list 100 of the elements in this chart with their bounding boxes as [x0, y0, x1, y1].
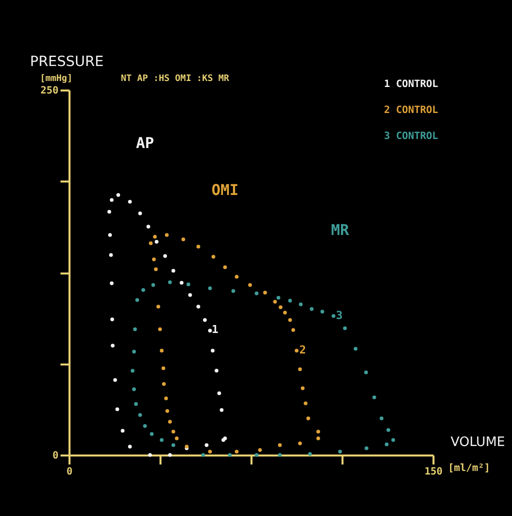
point [128, 200, 132, 204]
point [154, 240, 158, 244]
point [220, 408, 224, 412]
point [208, 286, 212, 290]
point [152, 257, 156, 262]
annotation: OMI [211, 181, 239, 199]
point [234, 274, 239, 279]
point [115, 407, 120, 412]
point [384, 442, 389, 446]
point [156, 304, 160, 309]
point [113, 378, 117, 382]
point [391, 438, 396, 442]
point [386, 428, 390, 432]
point [135, 298, 140, 302]
point [188, 293, 192, 297]
point [316, 430, 320, 434]
point [107, 210, 112, 214]
point [162, 366, 166, 370]
point [163, 254, 167, 258]
point [148, 453, 152, 457]
point [254, 453, 258, 457]
point [306, 416, 310, 420]
point [223, 265, 227, 270]
point [168, 420, 172, 424]
point [132, 387, 136, 392]
point [148, 241, 153, 246]
point [343, 326, 347, 330]
point [158, 327, 162, 332]
point [234, 450, 239, 454]
point [288, 318, 292, 322]
point [138, 413, 142, 417]
annotation: 3 [336, 309, 343, 322]
point [278, 443, 282, 447]
annotation: AP [136, 134, 154, 152]
point [298, 302, 303, 306]
point [212, 254, 216, 259]
point [171, 430, 176, 434]
point [372, 395, 376, 400]
point [278, 453, 282, 457]
point [174, 436, 179, 440]
point [214, 368, 218, 372]
point [164, 396, 168, 400]
point [354, 346, 358, 351]
point [203, 318, 207, 322]
point [276, 296, 280, 300]
point [364, 370, 368, 374]
point [150, 432, 154, 436]
point [217, 391, 222, 396]
point [196, 244, 200, 249]
point [248, 283, 252, 287]
point [171, 443, 176, 447]
point [141, 288, 146, 292]
point [143, 424, 147, 428]
point [164, 233, 169, 237]
point [332, 314, 336, 318]
point [116, 193, 120, 197]
point [171, 268, 176, 273]
point [316, 436, 320, 440]
text: NT AP :HS OMI :KS MR [120, 74, 230, 84]
point [291, 328, 296, 332]
point [165, 409, 170, 413]
point [133, 327, 137, 332]
point [273, 300, 277, 304]
text: 2 CONTROL [384, 105, 438, 116]
point [181, 237, 186, 242]
point [228, 453, 232, 457]
point [310, 307, 314, 311]
point [288, 298, 292, 303]
point [109, 253, 113, 257]
point [338, 450, 342, 454]
point [110, 198, 114, 202]
point [204, 443, 208, 447]
point [210, 348, 215, 352]
point [208, 328, 212, 332]
point [308, 452, 312, 456]
text: 1 CONTROL [384, 79, 438, 90]
annotation: 1 [212, 323, 219, 336]
point [304, 401, 308, 406]
point [231, 289, 236, 293]
point [201, 453, 206, 457]
point [278, 305, 282, 310]
point [258, 448, 262, 452]
point [128, 444, 132, 449]
point [120, 428, 124, 433]
point [146, 224, 150, 229]
point [298, 367, 302, 372]
point [263, 290, 267, 295]
point [364, 446, 368, 450]
point [180, 280, 184, 285]
point [132, 350, 136, 354]
point [154, 267, 158, 272]
point [320, 310, 324, 314]
x-axis-title: VOLUME [ml/m²] [448, 435, 505, 474]
point [162, 382, 166, 386]
point [380, 416, 384, 420]
point [110, 281, 114, 286]
x-tick-label: 150 [424, 466, 443, 478]
point [160, 438, 164, 442]
annotation: MR [330, 221, 350, 239]
point [153, 234, 157, 239]
